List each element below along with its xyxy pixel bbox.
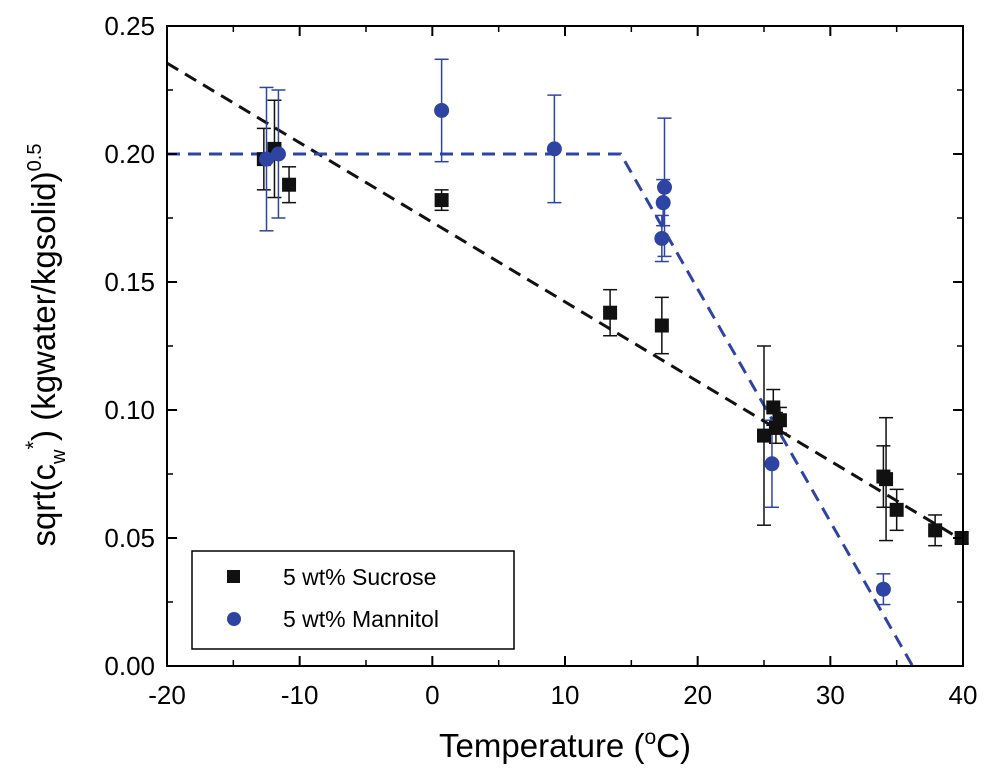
y-tick-label: 0.15 bbox=[104, 267, 155, 297]
sucrose-point bbox=[772, 413, 787, 428]
x-tick-label: -10 bbox=[281, 680, 319, 710]
mannitol-point bbox=[764, 456, 780, 472]
legend-label-mannitol: 5 wt% Mannitol bbox=[283, 606, 439, 632]
sucrose-point bbox=[434, 193, 449, 208]
fit-line-1 bbox=[167, 152, 914, 666]
x-tick-label: 30 bbox=[816, 680, 845, 710]
sucrose-point bbox=[889, 502, 904, 517]
x-axis-ticks: -20 -10 0 10 20 30 40 bbox=[148, 26, 977, 710]
y-tick-label: 0.05 bbox=[104, 523, 155, 553]
y-axis-title: sqrt(cw*) (kgwater/kgsolid)0.5 bbox=[21, 144, 70, 547]
sucrose-point bbox=[603, 305, 618, 320]
x-tick-label: 0 bbox=[425, 680, 439, 710]
legend-marker-sucrose bbox=[227, 570, 240, 583]
mannitol-point bbox=[270, 146, 286, 162]
mannitol-point bbox=[434, 102, 450, 118]
mannitol-point bbox=[657, 179, 672, 195]
fit-line-0 bbox=[167, 61, 963, 542]
sucrose-point bbox=[879, 472, 894, 487]
data-markers bbox=[256, 102, 969, 597]
mannitol-point bbox=[546, 141, 562, 157]
mannitol-point bbox=[259, 151, 274, 167]
y-axis-ticks: 0.00 0.05 0.10 0.15 0.20 0.25 bbox=[104, 11, 963, 681]
x-tick-label: 10 bbox=[551, 680, 580, 710]
legend-marker-mannitol bbox=[227, 612, 241, 626]
x-axis-title: Temperature (oC) bbox=[439, 726, 691, 764]
y-tick-label: 0.25 bbox=[104, 11, 155, 41]
y-tick-label: 0.00 bbox=[104, 651, 155, 681]
fit-lines bbox=[167, 61, 963, 666]
x-tick-label: 40 bbox=[949, 680, 978, 710]
x-tick-label: -20 bbox=[148, 680, 186, 710]
sucrose-point bbox=[766, 400, 781, 415]
mannitol-point bbox=[875, 581, 891, 597]
y-tick-label: 0.20 bbox=[104, 139, 155, 169]
sucrose-point bbox=[654, 318, 669, 333]
x-tick-label: 20 bbox=[683, 680, 712, 710]
y-tick-label: 0.10 bbox=[104, 395, 155, 425]
mannitol-point bbox=[655, 195, 671, 211]
sucrose-point bbox=[282, 177, 297, 192]
legend: 5 wt% Sucrose 5 wt% Mannitol bbox=[191, 550, 515, 650]
mannitol-point bbox=[654, 230, 670, 246]
sucrose-point bbox=[928, 523, 943, 538]
legend-box bbox=[191, 550, 515, 650]
legend-label-sucrose: 5 wt% Sucrose bbox=[283, 564, 436, 590]
sucrose-point bbox=[757, 428, 771, 443]
